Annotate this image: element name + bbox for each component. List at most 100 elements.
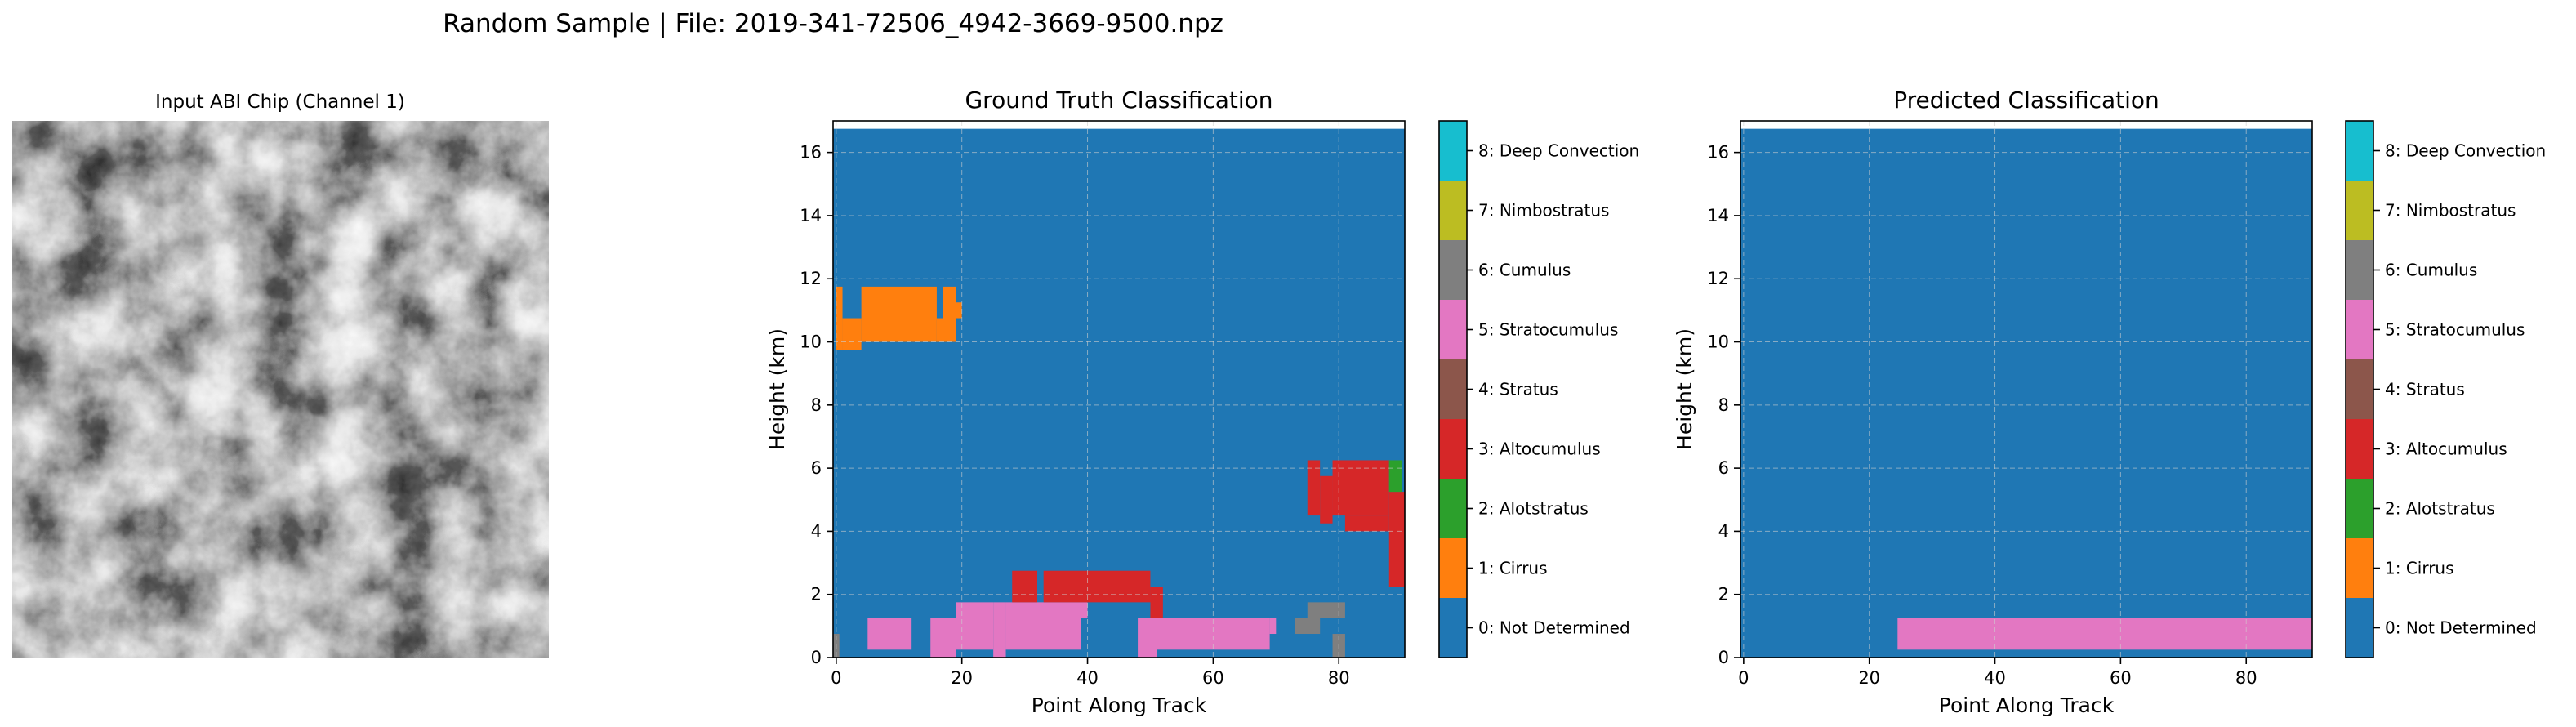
heatmap-cell-region <box>1320 475 1333 524</box>
colorbar-tick-label: 1: Cirrus <box>2385 559 2454 578</box>
colorbar-tick-label: 8: Deep Convection <box>1478 141 1639 161</box>
x-tick-label: 80 <box>1328 668 1350 688</box>
heatmap-cell-region <box>1344 515 1389 532</box>
heatmap-cell-region <box>1332 460 1389 516</box>
colorbar-segment <box>2346 181 2373 240</box>
y-tick-label: 8 <box>811 395 822 415</box>
x-tick-label: 60 <box>1202 668 1224 688</box>
heatmap-cell-region <box>1081 602 1088 618</box>
heatmap-cell-region <box>1388 492 1405 587</box>
colorbar-segment <box>2346 538 2373 598</box>
heatmap-cell-region <box>1012 570 1037 603</box>
colorbar-segment <box>1439 538 1467 598</box>
y-tick-label: 12 <box>800 269 822 288</box>
x-tick-label: 80 <box>2235 668 2257 688</box>
chart-title: Predicted Classification <box>1893 87 2159 114</box>
heatmap-cell-region <box>943 286 956 342</box>
x-axis-label: Point Along Track <box>1939 694 2115 717</box>
heatmap-cell-region <box>1388 460 1402 493</box>
colorbar-tick-label: 6: Cumulus <box>2385 261 2477 280</box>
colorbar-segment <box>1439 181 1467 240</box>
y-tick-label: 2 <box>811 585 822 604</box>
heatmap-cell-region <box>1138 618 1157 658</box>
y-tick-label: 14 <box>800 206 822 225</box>
heatmap-cell-region <box>956 302 962 319</box>
chart-title: Ground Truth Classification <box>965 87 1272 114</box>
colorbar-segment <box>1439 479 1467 538</box>
heatmap-cell-region <box>842 318 862 350</box>
colorbar-segment <box>1439 240 1467 300</box>
input-panel-title: Input ABI Chip (Channel 1) <box>155 91 405 113</box>
heatmap-cell-region <box>1295 618 1321 635</box>
x-tick-label: 0 <box>1738 668 1749 688</box>
y-tick-label: 0 <box>811 648 822 667</box>
colorbar-tick-label: 0: Not Determined <box>2385 618 2537 638</box>
colorbar-segment <box>1439 121 1467 181</box>
colorbar: 0: Not Determined 1: Cirrus 2: Alotstratus… <box>2345 120 2546 658</box>
colorbar-segment <box>2346 121 2373 181</box>
y-axis-label: Height (km) <box>1673 328 1696 450</box>
y-tick-label: 4 <box>811 521 822 541</box>
colorbar-segment <box>2346 479 2373 538</box>
colorbar-segment <box>2346 419 2373 479</box>
figure-suptitle: Random Sample | File: 2019-341-72506_494… <box>443 9 1223 38</box>
colorbar-tick-label: 2: Alotstratus <box>1478 499 1589 519</box>
heatmap-cell-region <box>956 602 994 650</box>
x-tick-label: 60 <box>2110 668 2132 688</box>
y-tick-label: 6 <box>1718 458 1729 478</box>
colorbar-tick-label: 1: Cirrus <box>1478 559 1548 578</box>
heatmap-cell-region <box>936 318 943 342</box>
y-tick-label: 10 <box>1707 332 1729 352</box>
colorbar-tick-label: 8: Deep Convection <box>2385 141 2546 161</box>
y-tick-label: 4 <box>1718 521 1729 541</box>
heatmap-background-cells <box>833 128 1405 658</box>
colorbar-tick-label: 0: Not Determined <box>1478 618 1630 638</box>
y-tick-label: 10 <box>800 332 822 352</box>
x-tick-label: 0 <box>831 668 841 688</box>
colorbar-segment <box>1439 419 1467 479</box>
input-panel: Input ABI Chip (Channel 1) <box>12 91 549 658</box>
colorbar-frame <box>1438 120 1468 658</box>
colorbar-tick-label: 3: Altocumulus <box>2385 439 2507 459</box>
y-tick-label: 14 <box>1707 206 1729 225</box>
heatmap-cell-region <box>930 618 956 658</box>
heatmap-cell-region <box>1269 618 1277 635</box>
heatmap-cell-region <box>836 286 843 350</box>
plot-frame <box>1740 120 2313 658</box>
y-tick-label: 8 <box>1718 395 1729 415</box>
ground-truth-panel: 0 20 40 60 80 0 2 4 6 8 10 12 14 16 Ground Truth Class… <box>765 87 1639 717</box>
colorbar-frame <box>2345 120 2374 658</box>
colorbar-segment <box>2346 300 2373 359</box>
colorbar-tick-label: 4: Stratus <box>1478 380 1558 399</box>
y-axis-label: Height (km) <box>765 328 789 450</box>
x-axis-label: Point Along Track <box>1032 694 1207 717</box>
colorbar-segment <box>1439 598 1467 658</box>
colorbar-segment <box>2346 598 2373 658</box>
y-tick-label: 16 <box>800 143 822 163</box>
y-tick-label: 0 <box>1718 648 1729 667</box>
colorbar-segment <box>2346 240 2373 300</box>
x-tick-label: 40 <box>1076 668 1099 688</box>
x-tick-label: 20 <box>951 668 973 688</box>
heatmap-cell-region <box>1897 618 2312 650</box>
x-tick-label: 20 <box>1858 668 1880 688</box>
y-tick-label: 6 <box>811 458 822 478</box>
y-tick-label: 16 <box>1707 143 1729 163</box>
x-tick-label: 40 <box>1984 668 2006 688</box>
colorbar-tick-label: 6: Cumulus <box>1478 261 1571 280</box>
colorbar-segment <box>1439 359 1467 419</box>
colorbar: 0: Not Determined 1: Cirrus 2: Alotstratus… <box>1438 120 1639 658</box>
colorbar-segment <box>1439 300 1467 359</box>
colorbar-tick-label: 5: Stratocumulus <box>2385 320 2525 340</box>
colorbar-tick-label: 4: Stratus <box>2385 380 2465 399</box>
predicted-panel: 0 20 40 60 80 0 2 4 6 8 10 12 14 16 Predicted Classifi… <box>1673 87 2546 717</box>
colorbar-tick-label: 3: Altocumulus <box>1478 439 1601 459</box>
colorbar-tick-label: 7: Nimbostratus <box>2385 201 2516 221</box>
colorbar-tick-label: 5: Stratocumulus <box>1478 320 1618 340</box>
heatmap-cell-region <box>1307 460 1321 516</box>
y-tick-label: 12 <box>1707 269 1729 288</box>
plot-frame <box>832 120 1406 658</box>
heatmap-background-cells <box>1740 128 2312 658</box>
colorbar-tick-label: 2: Alotstratus <box>2385 499 2495 519</box>
